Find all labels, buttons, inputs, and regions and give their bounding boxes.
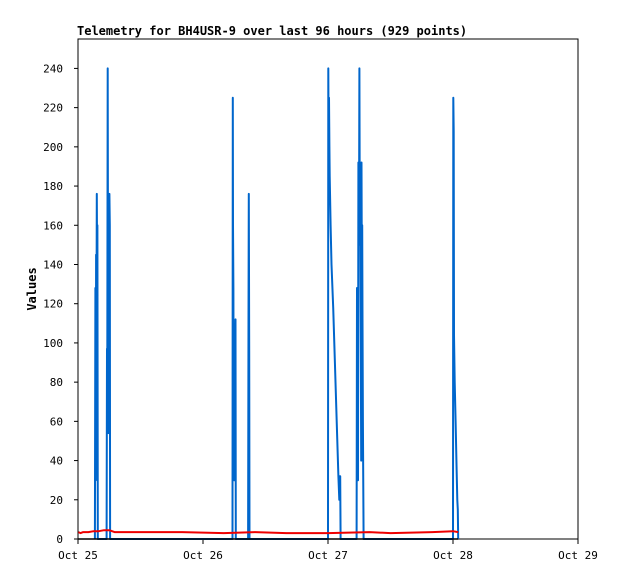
- y-tick-label: 100: [43, 337, 63, 350]
- x-tick-label: Oct 26: [183, 549, 223, 562]
- y-tick-label: 120: [43, 298, 63, 311]
- y-tick-label: 240: [43, 62, 63, 75]
- y-axis: 0 20 40 60 80 100 120 140 160 180 200 220 240: [43, 62, 78, 546]
- x-tick-label: Oct 29: [558, 549, 598, 562]
- series-line-1: [93, 67, 460, 540]
- y-tick-label: 180: [43, 180, 63, 193]
- series-line-2: [77, 529, 459, 535]
- y-tick-label: 40: [50, 455, 63, 468]
- x-tick-label: Oct 25: [58, 549, 98, 562]
- y-tick-label: 160: [43, 219, 63, 232]
- x-tick-label: Oct 28: [433, 549, 473, 562]
- x-tick-label: Oct 27: [308, 549, 348, 562]
- y-tick-label: 80: [50, 376, 63, 389]
- chart-title: Telemetry for BH4USR-9 over last 96 hour…: [77, 24, 467, 38]
- x-axis: Oct 25 Oct 26 Oct 27 Oct 28 Oct 29: [58, 539, 598, 562]
- y-tick-label: 140: [43, 258, 63, 271]
- y-axis-label: Values: [25, 267, 39, 310]
- y-tick-label: 0: [56, 533, 63, 546]
- y-tick-label: 60: [50, 415, 63, 428]
- y-tick-label: 220: [43, 102, 63, 115]
- series-layer: [77, 67, 460, 540]
- y-tick-label: 20: [50, 494, 63, 507]
- y-tick-label: 200: [43, 141, 63, 154]
